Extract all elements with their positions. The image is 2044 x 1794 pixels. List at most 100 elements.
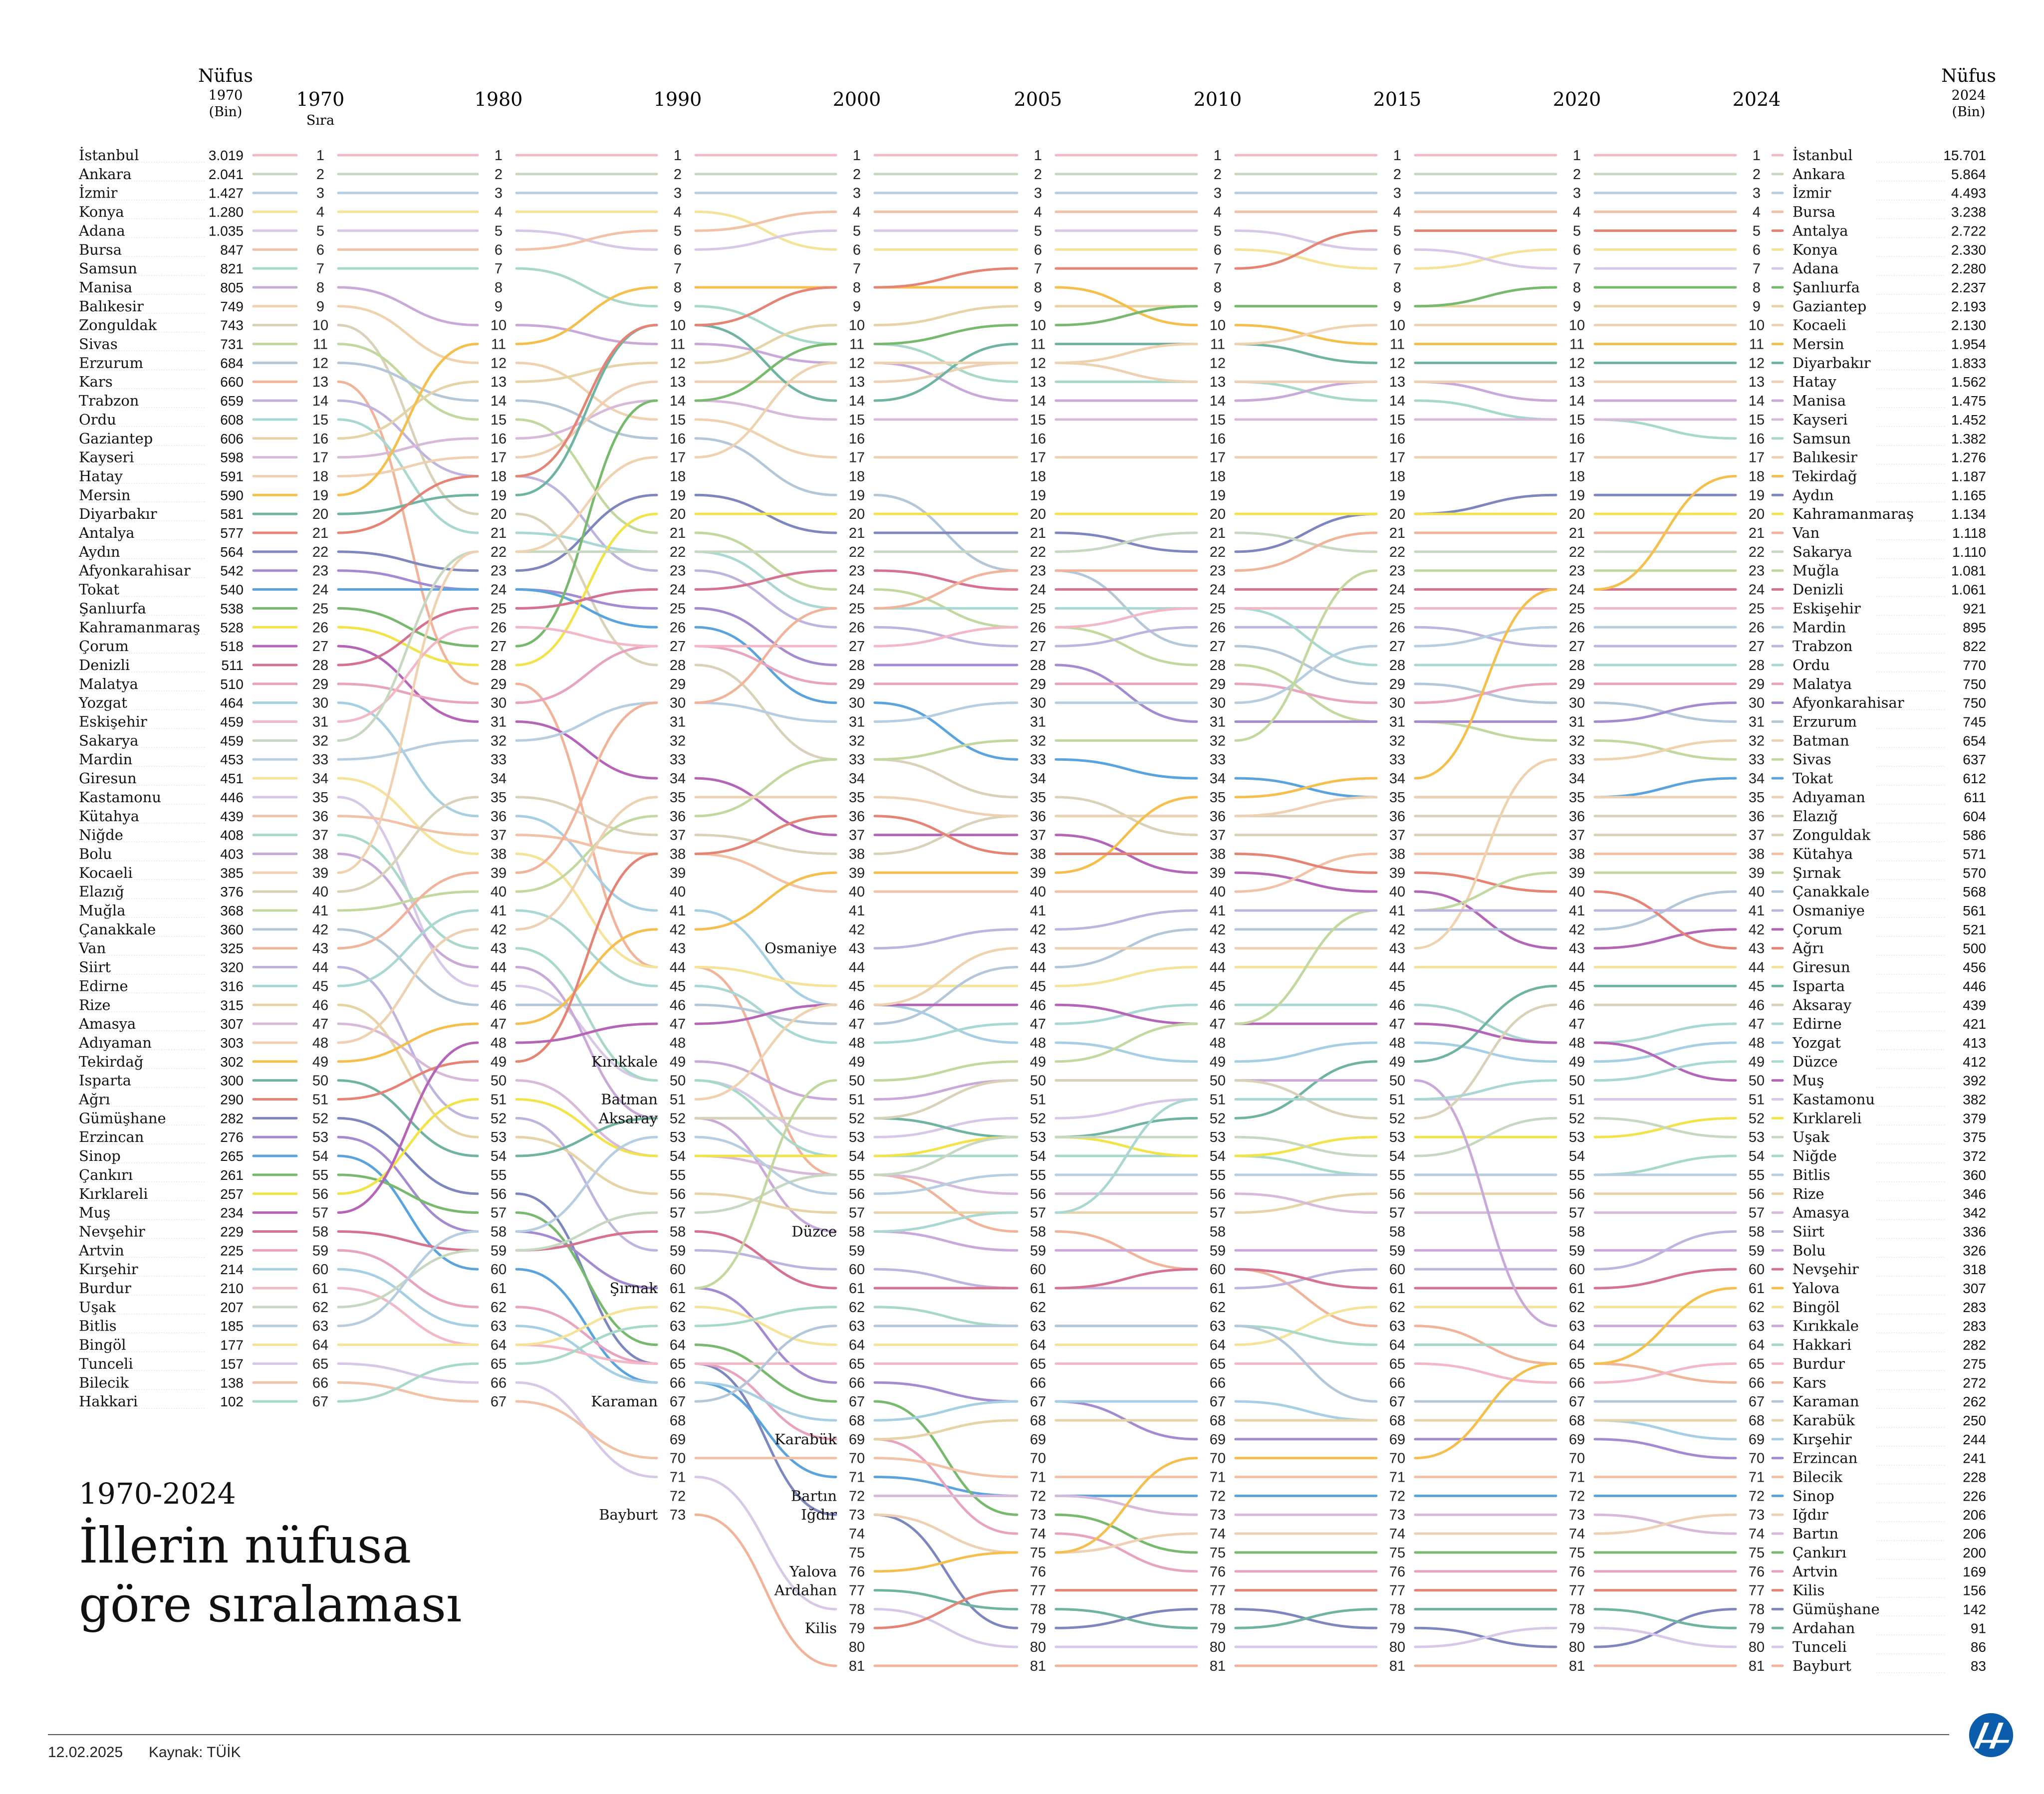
right-population: 561 bbox=[1963, 903, 1986, 918]
rank-number: 6 bbox=[316, 242, 324, 258]
rank-number: 8 bbox=[495, 280, 503, 296]
rank-number: 63 bbox=[1030, 1319, 1046, 1335]
new-province-labels: Kırıkkale Batman Aksaray Şırnak Karaman Baybu… bbox=[591, 940, 837, 1637]
rank-number: 38 bbox=[1030, 846, 1046, 862]
rank-number: 23 bbox=[1749, 563, 1765, 579]
rank-number: 25 bbox=[1749, 601, 1765, 617]
rank-number: 34 bbox=[1389, 771, 1405, 787]
left-province-name: Malatya bbox=[79, 675, 138, 692]
right-population: 206 bbox=[1963, 1526, 1986, 1542]
left-province-name: İzmir bbox=[79, 184, 118, 202]
rank-number: 9 bbox=[1753, 299, 1761, 315]
rank-number: 69 bbox=[849, 1432, 865, 1448]
rank-number: 80 bbox=[1389, 1639, 1405, 1655]
rank-number: 32 bbox=[1569, 733, 1585, 749]
left-population: 540 bbox=[220, 582, 244, 598]
rank-number: 19 bbox=[1389, 487, 1405, 503]
rank-number: 60 bbox=[849, 1262, 865, 1278]
rank-number: 43 bbox=[1210, 941, 1226, 957]
rank-number: 14 bbox=[1030, 393, 1046, 409]
right-province-name: Gümüşhane bbox=[1792, 1600, 1880, 1617]
new-province-label: Iğdır bbox=[801, 1506, 837, 1523]
rank-number: 79 bbox=[1210, 1620, 1226, 1636]
left-province-name: Kahramanmaraş bbox=[79, 619, 200, 636]
rank-number: 50 bbox=[1030, 1073, 1046, 1089]
rank-number: 69 bbox=[1210, 1432, 1226, 1448]
rank-number: 71 bbox=[670, 1470, 686, 1486]
rank-number: 66 bbox=[1210, 1375, 1226, 1391]
rank-number: 41 bbox=[491, 903, 507, 919]
province-line bbox=[694, 871, 1737, 1290]
rank-number: 76 bbox=[1569, 1564, 1585, 1580]
rank-number: 59 bbox=[1569, 1243, 1585, 1259]
rank-number: 19 bbox=[491, 487, 507, 503]
rank-number: 5 bbox=[1214, 223, 1222, 239]
rank-number: 48 bbox=[1389, 1035, 1405, 1051]
right-population: 226 bbox=[1963, 1488, 1986, 1504]
rank-number: 61 bbox=[1569, 1281, 1585, 1297]
left-population: 282 bbox=[220, 1111, 244, 1126]
rank-number: 46 bbox=[849, 997, 865, 1013]
rank-number: 46 bbox=[491, 997, 507, 1013]
rank-number: 53 bbox=[1389, 1129, 1405, 1145]
right-population: 586 bbox=[1963, 828, 1986, 843]
rank-number: 77 bbox=[1569, 1583, 1585, 1599]
rank-number: 75 bbox=[1030, 1545, 1046, 1561]
rank-number: 48 bbox=[670, 1035, 686, 1051]
rank-number: 29 bbox=[849, 676, 865, 692]
rank-number: 46 bbox=[1749, 997, 1765, 1013]
rank-number: 44 bbox=[491, 960, 507, 976]
rank-number: 21 bbox=[1569, 525, 1585, 541]
left-population: 360 bbox=[220, 922, 244, 937]
rank-number: 6 bbox=[1753, 242, 1761, 258]
rank-number: 54 bbox=[1749, 1148, 1765, 1164]
rank-number: 23 bbox=[849, 563, 865, 579]
rank-number: 37 bbox=[1389, 828, 1405, 844]
rank-number: 22 bbox=[670, 544, 686, 560]
rank-number: 47 bbox=[1210, 1016, 1226, 1032]
rank-number: 81 bbox=[1569, 1658, 1585, 1674]
right-province-name: Mardin bbox=[1792, 619, 1846, 636]
right-province-name: Trabzon bbox=[1792, 638, 1852, 655]
right-population: 604 bbox=[1963, 809, 1986, 824]
rank-number: 28 bbox=[1389, 658, 1405, 673]
rank-number: 78 bbox=[1389, 1601, 1405, 1617]
rank-number: 27 bbox=[1569, 639, 1585, 655]
rank-number: 34 bbox=[1210, 771, 1226, 787]
rank-number: 49 bbox=[1749, 1054, 1765, 1070]
right-province-name: Kayseri bbox=[1792, 411, 1848, 428]
rank-number: 36 bbox=[1389, 809, 1405, 825]
rank-number: 13 bbox=[849, 374, 865, 390]
rank-number: 52 bbox=[1749, 1111, 1765, 1126]
left-population: 102 bbox=[220, 1394, 244, 1409]
right-population: 142 bbox=[1963, 1601, 1986, 1617]
left-province-name: Gümüşhane bbox=[79, 1110, 166, 1126]
rank-number: 8 bbox=[674, 280, 682, 296]
province-line bbox=[337, 607, 1737, 723]
rank-number: 9 bbox=[495, 299, 503, 315]
left-population: 511 bbox=[221, 658, 244, 673]
left-population: 590 bbox=[220, 487, 244, 503]
right-population: 283 bbox=[1963, 1319, 1986, 1334]
rank-number: 33 bbox=[1030, 752, 1046, 768]
rank-number: 20 bbox=[1749, 506, 1765, 522]
rank-number: 37 bbox=[1569, 828, 1585, 844]
rank-number: 77 bbox=[1749, 1583, 1765, 1599]
rank-number: 7 bbox=[316, 261, 324, 277]
right-province-name: Kastamonu bbox=[1792, 1091, 1875, 1108]
right-province-name: Kars bbox=[1792, 1374, 1826, 1391]
left-province-name: Çankırı bbox=[79, 1166, 133, 1183]
right-population: 15.701 bbox=[1943, 148, 1986, 163]
rank-number: 77 bbox=[849, 1583, 865, 1599]
rank-number: 46 bbox=[1389, 997, 1405, 1013]
rank-number: 38 bbox=[670, 846, 686, 862]
rank-number: 60 bbox=[1389, 1262, 1405, 1278]
rank-number: 61 bbox=[670, 1281, 686, 1297]
right-population: 822 bbox=[1963, 639, 1986, 654]
rank-number: 36 bbox=[849, 809, 865, 825]
rank-number: 36 bbox=[670, 809, 686, 825]
rank-numbers: 1234567891011121314151617181920212223242… bbox=[312, 148, 1765, 1674]
rank-number: 27 bbox=[1749, 639, 1765, 655]
rank-number: 73 bbox=[1389, 1507, 1405, 1523]
rank-number: 23 bbox=[670, 563, 686, 579]
